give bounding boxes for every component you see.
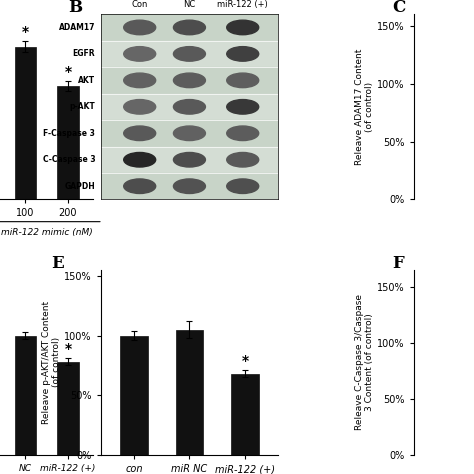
- Ellipse shape: [124, 20, 155, 35]
- Y-axis label: Releave C-Caspase 3/Caspase
3 Content (of control): Releave C-Caspase 3/Caspase 3 Content (o…: [355, 294, 374, 430]
- Text: p-AKT: p-AKT: [70, 102, 95, 111]
- Text: E: E: [51, 255, 64, 272]
- Ellipse shape: [227, 73, 259, 88]
- Text: C-Caspase 3: C-Caspase 3: [43, 155, 95, 164]
- Ellipse shape: [227, 153, 259, 167]
- Text: miR-122 (+): miR-122 (+): [218, 0, 268, 9]
- Bar: [175, 329, 203, 455]
- Ellipse shape: [173, 20, 205, 35]
- Text: Con: Con: [131, 0, 148, 9]
- Text: C: C: [392, 0, 406, 17]
- Text: *: *: [22, 25, 29, 38]
- Ellipse shape: [124, 73, 155, 88]
- Ellipse shape: [124, 100, 155, 114]
- Ellipse shape: [124, 179, 155, 193]
- Bar: [100, 173, 278, 200]
- Text: *: *: [64, 342, 72, 356]
- Bar: [15, 46, 36, 200]
- Ellipse shape: [173, 100, 205, 114]
- Ellipse shape: [227, 126, 259, 141]
- Ellipse shape: [124, 126, 155, 141]
- Text: miR-122 mimic (nM): miR-122 mimic (nM): [1, 228, 92, 237]
- Text: *: *: [64, 65, 72, 79]
- Bar: [100, 14, 278, 41]
- Ellipse shape: [173, 179, 205, 193]
- Bar: [100, 93, 278, 120]
- Text: B: B: [69, 0, 83, 17]
- Ellipse shape: [173, 46, 205, 61]
- Text: NC: NC: [183, 0, 196, 9]
- Y-axis label: Releave p-AKT/AKT Content
(of control): Releave p-AKT/AKT Content (of control): [42, 301, 61, 424]
- Bar: [57, 362, 79, 455]
- Text: *: *: [241, 354, 248, 368]
- Bar: [57, 86, 79, 200]
- Bar: [100, 67, 278, 93]
- Bar: [231, 374, 259, 455]
- Ellipse shape: [124, 153, 155, 167]
- Text: ADAM17: ADAM17: [59, 23, 95, 32]
- Ellipse shape: [124, 46, 155, 61]
- Bar: [120, 336, 148, 455]
- Text: GAPDH: GAPDH: [64, 182, 95, 191]
- Text: F-Caspase 3: F-Caspase 3: [44, 129, 95, 138]
- Text: EGFR: EGFR: [73, 49, 95, 58]
- Bar: [100, 146, 278, 173]
- Bar: [100, 41, 278, 67]
- Ellipse shape: [227, 20, 259, 35]
- Ellipse shape: [227, 100, 259, 114]
- Ellipse shape: [173, 126, 205, 141]
- Ellipse shape: [227, 179, 259, 193]
- Bar: [100, 120, 278, 146]
- Ellipse shape: [173, 153, 205, 167]
- Ellipse shape: [173, 73, 205, 88]
- Text: F: F: [392, 255, 404, 272]
- Ellipse shape: [227, 46, 259, 61]
- Text: AKT: AKT: [78, 76, 95, 85]
- Bar: [15, 336, 36, 455]
- Y-axis label: Releave ADAM17 Content
(of control): Releave ADAM17 Content (of control): [355, 49, 374, 165]
